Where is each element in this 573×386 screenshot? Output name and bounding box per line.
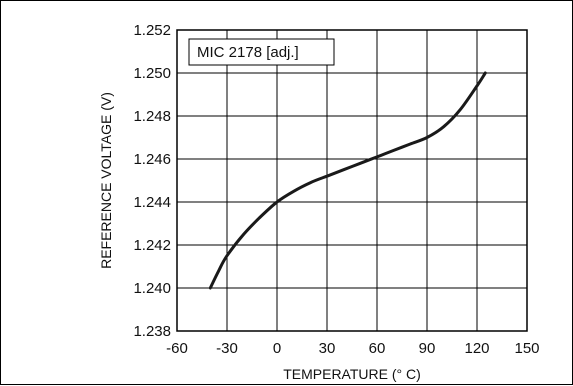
series-line [208, 71, 487, 290]
x-tick-label: 0 [273, 340, 281, 357]
annotation-box [188, 38, 335, 66]
y-axis-ticks: 1.238 1.240 1.242 1.244 1.246 1.248 1.250 1.252 [133, 22, 171, 340]
y-tick-label: 1.246 [133, 151, 171, 168]
y-tick-label: 1.252 [133, 22, 171, 39]
y-tick-label: 1.240 [133, 280, 171, 297]
y-axis-label: REFERENCE VOLTAGE (V) [98, 92, 114, 269]
grid [177, 30, 527, 331]
y-tick-label: 1.242 [133, 237, 171, 254]
y-tick-label: 1.250 [133, 65, 171, 82]
x-tick-label: 150 [514, 340, 539, 357]
x-tick-label: 120 [464, 340, 489, 357]
annotation-label: MIC 2178 [adj.] [197, 44, 299, 61]
x-tick-label: -30 [216, 340, 238, 357]
x-tick-label: 30 [319, 340, 336, 357]
plot-border [176, 29, 528, 332]
y-tick-label: 1.248 [133, 108, 171, 125]
x-axis-ticks: -60 -30 0 30 60 90 120 150 [166, 340, 539, 357]
x-tick-label: 90 [419, 340, 436, 357]
y-tick-label: 1.238 [133, 323, 171, 340]
y-tick-label: 1.244 [133, 194, 171, 211]
x-tick-label: -60 [166, 340, 188, 357]
x-axis-label: TEMPERATURE (° C) [283, 366, 421, 382]
x-tick-label: 60 [369, 340, 386, 357]
